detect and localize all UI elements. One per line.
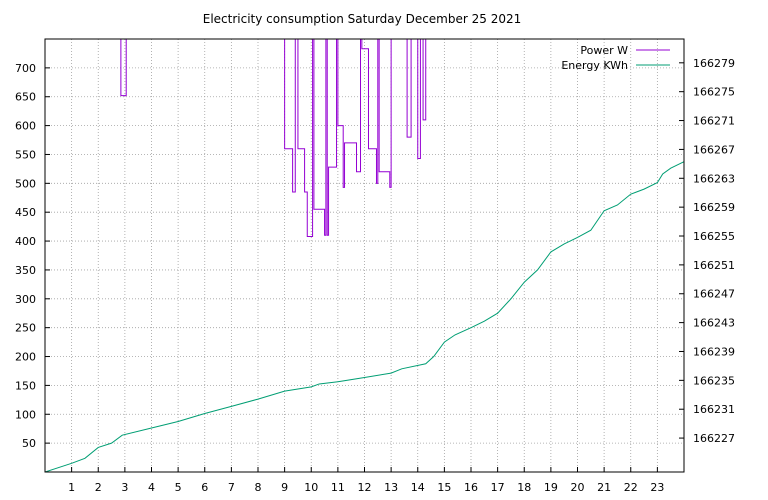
x-tick-label: 2 — [95, 481, 102, 494]
y-tick-label: 300 — [15, 293, 36, 306]
x-tick-label: 23 — [650, 481, 664, 494]
y-tick-label: 400 — [15, 235, 36, 248]
x-tick-label: 14 — [411, 481, 425, 494]
y2-tick-label: 166279 — [693, 57, 735, 70]
x-tick-label: 5 — [175, 481, 182, 494]
x-tick-label: 9 — [281, 481, 288, 494]
x-tick-label: 12 — [358, 481, 372, 494]
power-w-series-line — [120, 39, 427, 237]
legend-label: Energy KWh — [561, 59, 628, 72]
series-layer — [45, 39, 684, 472]
x-tick-label: 11 — [331, 481, 345, 494]
y-tick-label: 500 — [15, 177, 36, 190]
y-tick-label: 200 — [15, 351, 36, 364]
energy-kwh-series-line — [45, 161, 684, 472]
x-tick-label: 1 — [68, 481, 75, 494]
y-tick-label: 100 — [15, 408, 36, 421]
y2-tick-label: 166255 — [693, 230, 735, 243]
y2-tick-label: 166243 — [693, 317, 735, 330]
x-tick-label: 15 — [437, 481, 451, 494]
y2-tick-label: 166227 — [693, 432, 735, 445]
y2-tick-label: 166267 — [693, 143, 735, 156]
y2-tick-label: 166259 — [693, 201, 735, 214]
y-tick-label: 150 — [15, 379, 36, 392]
y2-tick-label: 166235 — [693, 374, 735, 387]
y-tick-label: 50 — [22, 437, 36, 450]
legend: Power W Energy KWh — [561, 44, 670, 72]
y2-tick-label: 166247 — [693, 288, 735, 301]
x-tick-label: 16 — [464, 481, 478, 494]
x-tick-label: 22 — [624, 481, 638, 494]
x-tick-label: 13 — [384, 481, 398, 494]
x-tick-label: 4 — [148, 481, 155, 494]
y2-tick-label: 166271 — [693, 115, 735, 128]
y-tick-label: 550 — [15, 148, 36, 161]
x-tick-label: 6 — [201, 481, 208, 494]
y-tick-label: 450 — [15, 206, 36, 219]
y2-tick-label: 166263 — [693, 172, 735, 185]
grid-lines — [45, 39, 684, 472]
chart-title: Electricity consumption Saturday Decembe… — [203, 12, 522, 26]
y-tick-label: 650 — [15, 91, 36, 104]
x-tick-label: 7 — [228, 481, 235, 494]
y2-tick-label: 166275 — [693, 86, 735, 99]
x-tick-label: 21 — [597, 481, 611, 494]
x-tick-label: 17 — [491, 481, 505, 494]
x-tick-label: 10 — [304, 481, 318, 494]
y2-tick-label: 166231 — [693, 403, 735, 416]
y-tick-label: 600 — [15, 120, 36, 133]
x-tick-label: 20 — [571, 481, 585, 494]
y-tick-label: 350 — [15, 264, 36, 277]
y2-tick-label: 166239 — [693, 345, 735, 358]
legend-label: Power W — [580, 44, 628, 57]
tick-labels: 1 2 3 4 5 6 7 8 9 10 11 12 13 14 15 16 17 18 19 20 21 22 23501… — [15, 57, 735, 494]
x-tick-label: 19 — [544, 481, 558, 494]
y2-tick-label: 166251 — [693, 259, 735, 272]
x-tick-label: 18 — [517, 481, 531, 494]
x-tick-label: 3 — [121, 481, 128, 494]
y-tick-label: 700 — [15, 62, 36, 75]
y-tick-label: 250 — [15, 322, 36, 335]
x-tick-label: 8 — [255, 481, 262, 494]
